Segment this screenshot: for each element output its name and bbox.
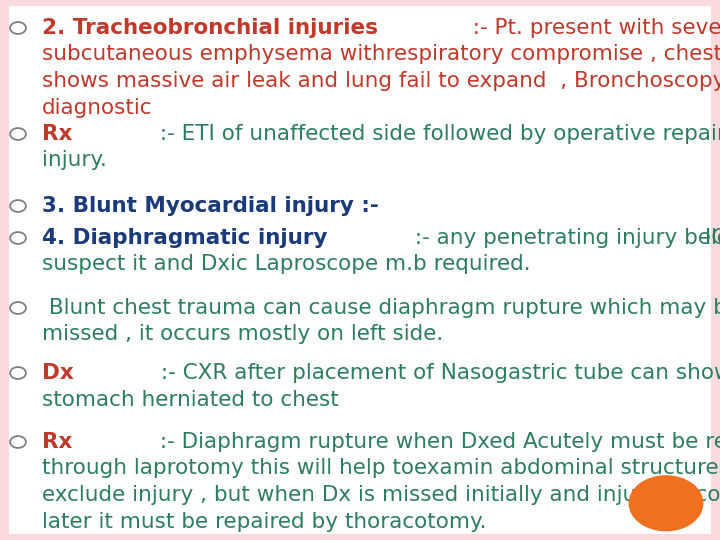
Text: missed , it occurs mostly on left side.: missed , it occurs mostly on left side.: [42, 325, 444, 345]
Text: Blunt chest trauma can cause diaphragm rupture which may be: Blunt chest trauma can cause diaphragm r…: [42, 298, 720, 318]
Text: stomach herniated to chest: stomach herniated to chest: [42, 389, 338, 409]
Text: exclude injury , but when Dx is missed initially and injury discovered: exclude injury , but when Dx is missed i…: [42, 485, 720, 505]
Text: subcutaneous emphysema withrespiratory compromise , chest tube: subcutaneous emphysema withrespiratory c…: [42, 44, 720, 64]
Text: 3. Blunt Myocardial injury :-: 3. Blunt Myocardial injury :-: [42, 196, 379, 216]
Text: 4. Diaphragmatic injury: 4. Diaphragmatic injury: [42, 228, 328, 248]
Text: :- Pt. present with severe: :- Pt. present with severe: [459, 18, 720, 38]
Text: suspect it and Dxic Laproscope m.b required.: suspect it and Dxic Laproscope m.b requi…: [42, 254, 531, 274]
Text: Rx: Rx: [42, 432, 73, 452]
FancyBboxPatch shape: [9, 6, 711, 534]
Text: Dx: Dx: [42, 363, 73, 383]
Text: :- Diaphragm rupture when Dxed Acutely must be repaired: :- Diaphragm rupture when Dxed Acutely m…: [153, 432, 720, 452]
Text: 2. Tracheobronchial injuries: 2. Tracheobronchial injuries: [42, 18, 378, 38]
Text: injury.: injury.: [42, 151, 107, 171]
Text: later it must be repaired by thoracotomy.: later it must be repaired by thoracotomy…: [42, 511, 487, 531]
Circle shape: [629, 475, 703, 531]
Text: :- CXR after placement of Nasogastric tube can show the: :- CXR after placement of Nasogastric tu…: [154, 363, 720, 383]
Text: ICS: ICS: [698, 228, 720, 248]
Text: shows massive air leak and lung fail to expand  , Bronchoscopy is: shows massive air leak and lung fail to …: [42, 71, 720, 91]
Text: through laprotomy this will help toexamin abdominal structures to: through laprotomy this will help toexami…: [42, 458, 720, 478]
Text: :- any penetrating injury below 5: :- any penetrating injury below 5: [408, 228, 720, 248]
Text: :- ETI of unaffected side followed by operative repair of the: :- ETI of unaffected side followed by op…: [153, 124, 720, 144]
Text: Rx: Rx: [42, 124, 73, 144]
Text: diagnostic: diagnostic: [42, 98, 153, 118]
